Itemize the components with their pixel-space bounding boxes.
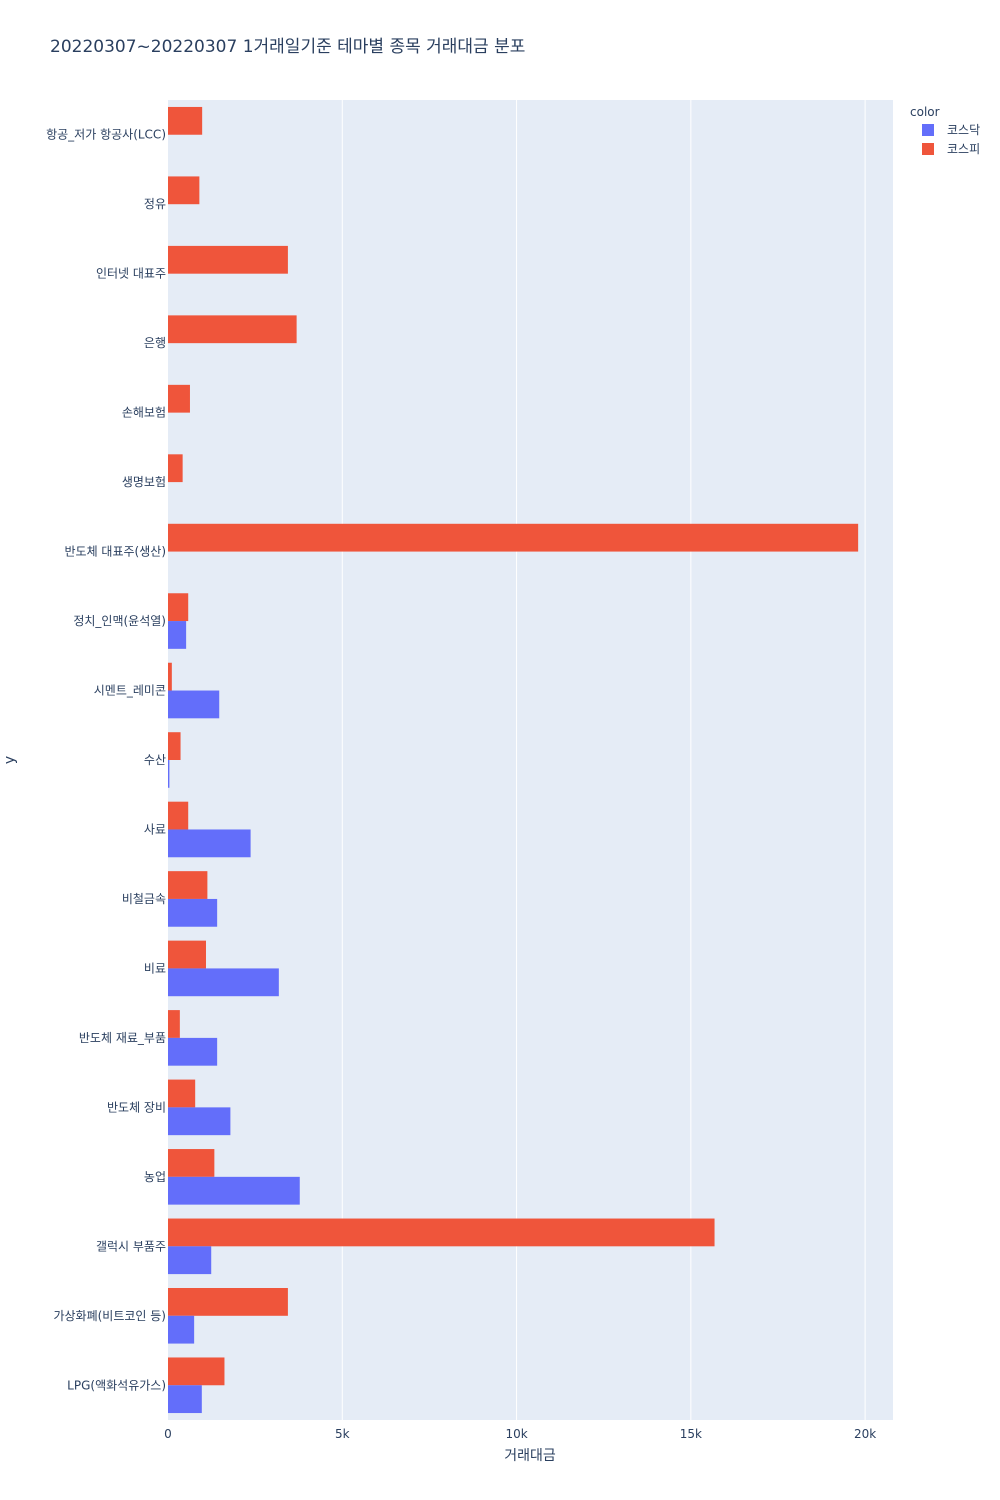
- bar-kospi[interactable]: [168, 454, 183, 483]
- bar-kosdaq[interactable]: [168, 1246, 212, 1275]
- bar-kospi[interactable]: [168, 1218, 715, 1247]
- bar-kosdaq[interactable]: [168, 1176, 300, 1205]
- bar-kosdaq[interactable]: [168, 829, 251, 858]
- bar-kospi[interactable]: [168, 245, 288, 274]
- bar-kospi[interactable]: [168, 176, 200, 205]
- bar-kosdaq[interactable]: [168, 968, 279, 997]
- bar-kosdaq[interactable]: [168, 1107, 231, 1136]
- y-axis-title: y: [2, 756, 18, 764]
- y-category-label: 사료: [144, 822, 166, 836]
- gridlines: [341, 100, 866, 1420]
- x-axis-ticks: 0 5k 10k 15k 20k: [164, 1427, 876, 1441]
- bar-kospi[interactable]: [168, 523, 859, 552]
- x-tick-label: 10k: [505, 1427, 527, 1441]
- y-category-label: 반도체 대표주(생산): [65, 545, 167, 559]
- bar-kosdaq[interactable]: [168, 690, 220, 719]
- bar-kospi[interactable]: [168, 662, 172, 691]
- y-category-label: 반도체 재료_부품: [79, 1031, 166, 1045]
- chart-title: 20220307~20220307 1거래일기준 테마별 종목 거래대금 분포: [50, 37, 526, 57]
- y-category-label: 항공_저가 항공사(LCC): [46, 128, 166, 142]
- bar-kospi[interactable]: [168, 593, 189, 622]
- x-tick-label: 20k: [854, 1427, 876, 1441]
- y-category-label: 시멘트_레미콘: [94, 684, 166, 698]
- bar-kospi[interactable]: [168, 106, 203, 135]
- bar-kospi[interactable]: [168, 732, 181, 760]
- bar-kospi[interactable]: [168, 1010, 180, 1038]
- bar-kosdaq[interactable]: [168, 1037, 218, 1066]
- y-category-label: 비료: [144, 961, 166, 975]
- x-tick-label: 5k: [335, 1427, 350, 1441]
- legend-label[interactable]: 코스피: [947, 142, 980, 156]
- bar-kosdaq[interactable]: [168, 1315, 195, 1344]
- y-category-label: 비철금속: [122, 892, 166, 906]
- y-category-label: 손해보험: [122, 406, 166, 420]
- x-axis-title: 거래대금: [504, 1448, 556, 1464]
- bar-kospi[interactable]: [168, 1288, 288, 1316]
- legend-title: color: [910, 105, 940, 119]
- y-category-label: 농업: [144, 1170, 166, 1184]
- bar-kospi[interactable]: [168, 940, 206, 969]
- legend-swatch[interactable]: [922, 124, 934, 136]
- x-tick-label: 15k: [680, 1427, 702, 1441]
- bar-kospi[interactable]: [168, 1079, 196, 1108]
- bar-kospi[interactable]: [168, 315, 297, 344]
- y-category-label: 가상화폐(비트코인 등): [53, 1309, 166, 1323]
- bar-kosdaq[interactable]: [168, 1385, 202, 1414]
- y-category-label: LPG(액화석유가스): [67, 1378, 166, 1392]
- bar-kospi[interactable]: [168, 871, 208, 899]
- bar-kosdaq[interactable]: [168, 760, 170, 788]
- y-category-label: 수산: [144, 753, 166, 767]
- bar-kospi[interactable]: [168, 1149, 215, 1177]
- bar-kospi[interactable]: [168, 801, 189, 830]
- x-tick-label: 0: [164, 1427, 172, 1441]
- y-category-label: 갤럭시 부품주: [96, 1239, 166, 1253]
- bar-kosdaq[interactable]: [168, 621, 187, 649]
- bars: [168, 106, 859, 1414]
- bar-kosdaq[interactable]: [168, 898, 218, 927]
- legend-label[interactable]: 코스닥: [947, 123, 980, 137]
- y-category-label: 반도체 장비: [107, 1100, 166, 1114]
- y-category-label: 정치_인맥(윤석열): [73, 614, 166, 628]
- y-category-label: 생명보험: [122, 475, 166, 489]
- legend-swatch[interactable]: [922, 143, 934, 155]
- bar-kospi[interactable]: [168, 1357, 225, 1386]
- bar-kospi[interactable]: [168, 384, 190, 413]
- y-category-label: 인터넷 대표주: [96, 267, 166, 281]
- y-category-label: 정유: [144, 197, 166, 211]
- y-category-label: 은행: [144, 335, 166, 350]
